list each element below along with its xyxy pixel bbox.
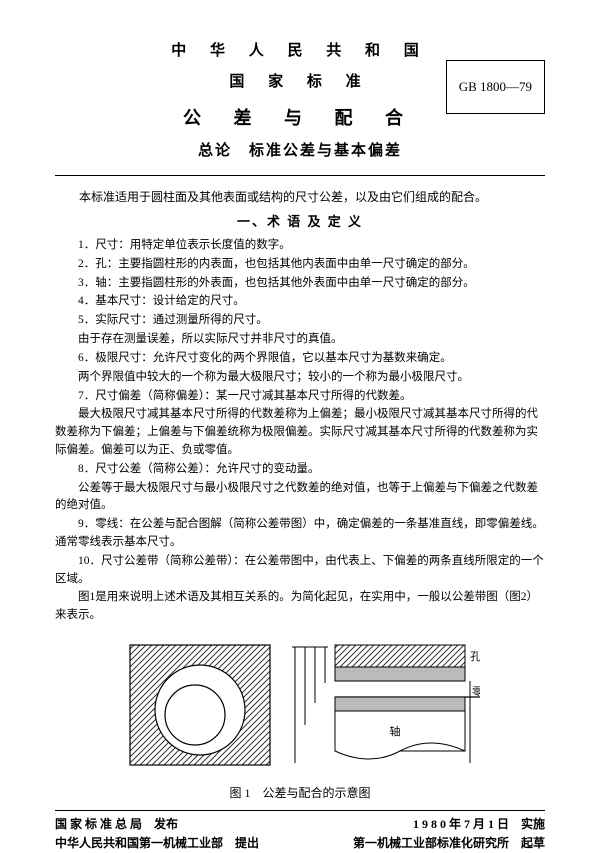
definition-item: 5．实际尺寸：通过测量所得的尺寸。 [55,312,545,330]
gb-code-box: GB 1800—79 [446,60,545,114]
footer-drafter: 第一机械工业部标准化研究所 起草 [353,834,545,853]
header-block: 中 华 人 民 共 和 国 国 家 标 准 公 差 与 配 合 总论 标准公差与… [55,40,545,163]
section-heading: 一、术 语 及 定 义 [55,212,545,232]
definition-item: 图1是用来说明上述术语及其相互关系的。为简化起见，在实用中，一般以公差带图（图2… [55,589,545,625]
definition-item: 6．极限尺寸：允许尺寸变化的两个界限值，它以基本尺寸为基数来确定。 [55,350,545,368]
footer-right: 1 9 8 0 年 7 月 1 日 实施 第一机械工业部标准化研究所 起草 [353,815,545,853]
footer-block: 国 家 标 准 总 局 发布 中华人民共和国第一机械工业部 提出 1 9 8 0… [55,810,545,853]
definition-item: 7．尺寸偏差（简称偏差）：某一尺寸减其基本尺寸所得的代数差。 [55,388,545,406]
definition-item: 8．尺寸公差（简称公差）：允许尺寸的变动量。 [55,461,545,479]
footer-date: 1 9 8 0 年 7 月 1 日 实施 [353,815,545,834]
definition-item: 4．基本尺寸：设计给定的尺寸。 [55,293,545,311]
subtitle-line: 总论 标准公差与基本偏差 [55,140,545,163]
figure-caption: 图 1 公差与配合的示意图 [55,784,545,802]
tolerance-diagram-svg: 孔 零线 轴 [120,635,480,775]
document-page: 中 华 人 民 共 和 国 国 家 标 准 公 差 与 配 合 总论 标准公差与… [0,0,600,849]
label-hole: 孔 [470,650,480,663]
definition-item: 公差等于最大极限尺寸与最小极限尺寸之代数差的绝对值，也等于上偏差与下偏差之代数差… [55,480,545,516]
definition-item: 两个界限值中较大的一个称为最大极限尺寸；较小的一个称为最小极限尺寸。 [55,369,545,387]
definition-item: 3．轴：主要指圆柱形的外表面，也包括其他外表面中由单一尺寸确定的部分。 [55,275,545,293]
divider-top [55,175,545,176]
footer-left: 国 家 标 准 总 局 发布 中华人民共和国第一机械工业部 提出 [55,815,259,853]
definition-item: 1．尺寸：用特定单位表示长度值的数字。 [55,237,545,255]
figure-1: 孔 零线 轴 图 1 公差与配合的示意图 [55,635,545,802]
definition-item: 由于存在测量误差，所以实际尺寸并非尺寸的真值。 [55,331,545,349]
label-shaft: 轴 [390,724,401,738]
intro-text: 本标准适用于圆柱面及其他表面或结构的尺寸公差，以及由它们组成的配合。 [55,188,545,206]
footer-proposer: 中华人民共和国第一机械工业部 提出 [55,834,259,853]
definition-item: 最大极限尺寸减其基本尺寸所得的代数差称为上偏差；最小极限尺寸减其基本尺寸所得的代… [55,406,545,459]
definition-item: 9．零线：在公差与配合图解（简称公差带图）中，确定偏差的一条基准直线，即零偏差线… [55,516,545,552]
definition-item: 2．孔：主要指圆柱形的内表面，也包括其他内表面中由单一尺寸确定的部分。 [55,256,545,274]
definition-item: 10．尺寸公差带（简称公差带）：在公差带图中，由代表上、下偏差的两条直线所限定的… [55,553,545,589]
label-zero: 零线 [472,685,480,698]
footer-publisher: 国 家 标 准 总 局 发布 [55,815,259,834]
